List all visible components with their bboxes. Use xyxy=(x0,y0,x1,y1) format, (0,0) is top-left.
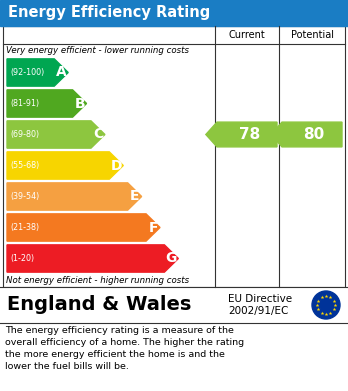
Polygon shape xyxy=(7,214,160,241)
Bar xyxy=(0,287,348,323)
Text: B: B xyxy=(74,97,85,111)
Text: D: D xyxy=(111,158,122,172)
Text: 80: 80 xyxy=(303,127,325,142)
Text: E: E xyxy=(130,190,140,203)
Text: Potential: Potential xyxy=(291,30,333,40)
Text: The energy efficiency rating is a measure of the
overall efficiency of a home. T: The energy efficiency rating is a measur… xyxy=(5,326,244,371)
Text: A: A xyxy=(56,66,66,79)
Polygon shape xyxy=(7,59,68,86)
Text: (81-91): (81-91) xyxy=(10,99,39,108)
Bar xyxy=(3,26,345,287)
Text: F: F xyxy=(148,221,158,235)
Circle shape xyxy=(312,291,340,319)
Polygon shape xyxy=(7,245,179,272)
Text: (21-38): (21-38) xyxy=(10,223,39,232)
Text: (92-100): (92-100) xyxy=(10,68,44,77)
Text: (69-80): (69-80) xyxy=(10,130,39,139)
Text: EU Directive
2002/91/EC: EU Directive 2002/91/EC xyxy=(228,294,292,316)
Text: Current: Current xyxy=(229,30,266,40)
Text: (55-68): (55-68) xyxy=(10,161,39,170)
Text: Energy Efficiency Rating: Energy Efficiency Rating xyxy=(8,5,210,20)
Text: C: C xyxy=(93,127,103,142)
Text: Very energy efficient - lower running costs: Very energy efficient - lower running co… xyxy=(6,46,189,55)
Text: 78: 78 xyxy=(239,127,260,142)
Text: G: G xyxy=(166,251,177,265)
Text: (39-54): (39-54) xyxy=(10,192,39,201)
Polygon shape xyxy=(271,122,342,147)
Bar xyxy=(0,0,348,26)
Text: Not energy efficient - higher running costs: Not energy efficient - higher running co… xyxy=(6,276,189,285)
Polygon shape xyxy=(7,121,105,148)
Text: England & Wales: England & Wales xyxy=(7,296,191,314)
Text: (1-20): (1-20) xyxy=(10,254,34,263)
Polygon shape xyxy=(7,152,123,179)
Polygon shape xyxy=(7,183,142,210)
Polygon shape xyxy=(206,122,277,147)
Polygon shape xyxy=(7,90,87,117)
